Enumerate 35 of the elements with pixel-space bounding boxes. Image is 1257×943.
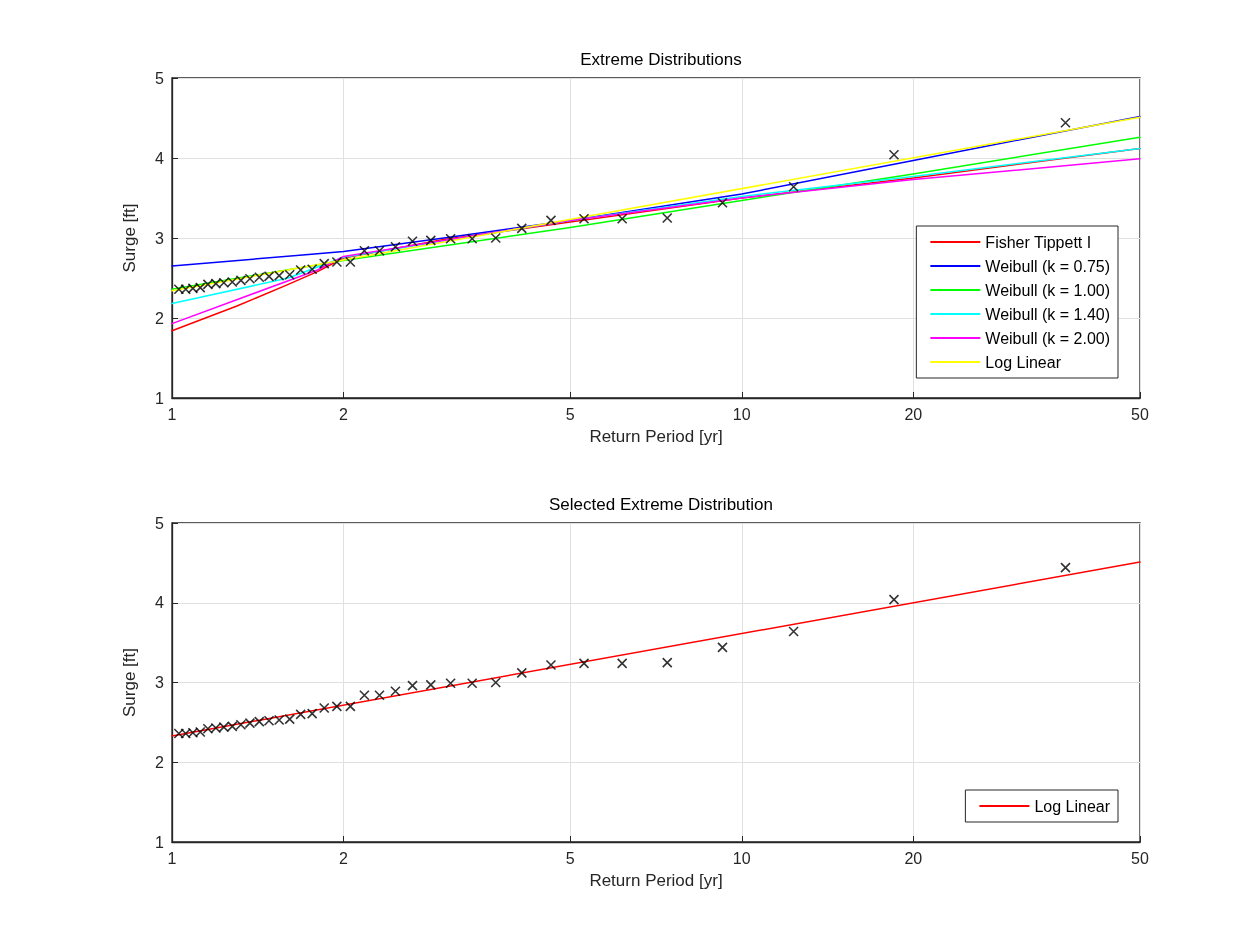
chart-title: Selected Extreme Distribution: [549, 495, 773, 514]
legend-label: Weibull (k = 0.75): [985, 257, 1111, 275]
x-tick-label: 10: [732, 849, 751, 867]
y-tick-label: 4: [155, 594, 165, 612]
x-axis-title: Return Period [yr]: [589, 427, 723, 446]
y-axis-title: Surge [ft]: [120, 203, 139, 273]
x-axis-title: Return Period [yr]: [589, 871, 723, 890]
y-tick-label: 3: [155, 229, 165, 247]
y-tick-label: 1: [155, 833, 165, 851]
legend-label: Weibull (k = 1.40): [985, 305, 1111, 323]
x-tick-label: 1: [167, 849, 177, 867]
x-tick-label: 20: [904, 405, 923, 423]
y-tick-label: 2: [155, 753, 165, 771]
legend-label: Log Linear: [1034, 797, 1111, 815]
legend-label: Log Linear: [985, 353, 1062, 371]
y-tick-label: 5: [155, 514, 165, 532]
x-tick-label: 20: [904, 849, 923, 867]
y-tick-label: 4: [155, 149, 165, 167]
y-tick-label: 2: [155, 309, 165, 327]
chart-title: Extreme Distributions: [580, 50, 742, 69]
legend-label: Weibull (k = 1.00): [985, 281, 1111, 299]
x-tick-label: 5: [565, 849, 575, 867]
legend-label: Weibull (k = 2.00): [985, 329, 1111, 347]
x-tick-label: 50: [1131, 405, 1149, 423]
x-tick-label: 50: [1131, 849, 1149, 867]
y-tick-label: 1: [155, 389, 165, 407]
x-tick-label: 1: [167, 405, 177, 423]
x-tick-label: 10: [732, 405, 751, 423]
y-tick-label: 5: [155, 69, 165, 87]
x-tick-label: 5: [565, 405, 575, 423]
x-tick-label: 2: [339, 849, 349, 867]
legend-label: Fisher Tippett I: [985, 233, 1092, 251]
y-axis-title: Surge [ft]: [120, 648, 139, 717]
x-tick-label: 2: [339, 405, 349, 423]
y-tick-label: 3: [155, 674, 165, 691]
